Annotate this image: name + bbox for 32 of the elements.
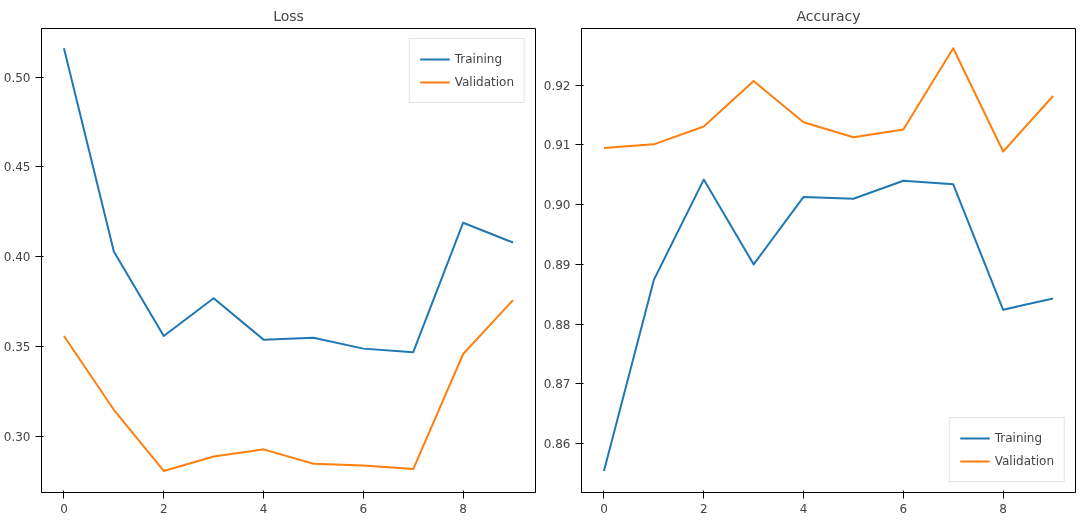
- x-tick-label: 8: [459, 501, 467, 516]
- chart-title: Loss: [273, 7, 304, 24]
- x-tick-label: 0: [60, 501, 68, 516]
- legend-label: Training: [454, 52, 503, 66]
- legend-label: Validation: [454, 75, 514, 89]
- x-tick-label: 6: [899, 501, 908, 516]
- y-tick-label: 0.92: [543, 78, 571, 93]
- x-tick-label: 4: [259, 501, 268, 516]
- y-tick-label: 0.50: [3, 70, 31, 85]
- y-tick-label: 0.87: [543, 377, 571, 392]
- line-series: [62, 299, 515, 472]
- y-tick-label: 0.40: [3, 250, 31, 265]
- y-tick-label: 0.91: [543, 138, 571, 153]
- x-tick-label: 6: [359, 501, 368, 516]
- legend-label: Validation: [994, 454, 1054, 468]
- y-tick-label: 0.88: [543, 317, 571, 332]
- x-tick-label: 8: [999, 501, 1007, 516]
- line-series: [62, 47, 515, 354]
- x-tick-label: 2: [159, 501, 168, 516]
- line-series: [602, 178, 1055, 472]
- line-series: [602, 47, 1055, 153]
- y-tick-label: 0.35: [3, 340, 31, 355]
- x-tick-label: 0: [600, 501, 608, 516]
- x-tick-label: 2: [699, 501, 708, 516]
- x-tick-label: 4: [799, 501, 808, 516]
- y-tick-label: 0.89: [543, 257, 571, 272]
- chart-title: Accuracy: [796, 7, 861, 24]
- y-tick-label: 0.86: [543, 437, 571, 452]
- legend-label: Training: [994, 431, 1043, 445]
- y-tick-label: 0.90: [543, 198, 571, 213]
- y-tick-label: 0.45: [3, 160, 31, 175]
- y-tick-label: 0.30: [3, 430, 31, 445]
